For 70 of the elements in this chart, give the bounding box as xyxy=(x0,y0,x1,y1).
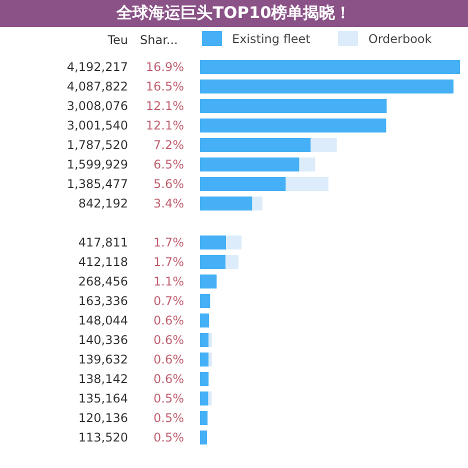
y-tick-label: 1,787,520 xyxy=(66,138,128,152)
y-tick-label: 140,336 xyxy=(78,333,128,348)
text: 0.6% xyxy=(154,314,184,328)
text: 0.6% xyxy=(154,372,184,386)
bar xyxy=(200,294,210,308)
bar xyxy=(208,352,212,366)
bar xyxy=(225,255,238,269)
bar xyxy=(200,118,386,132)
text: 0.7% xyxy=(154,294,184,308)
y-tick-label: 163,336 xyxy=(78,294,128,308)
y-tick-label: 417,811 xyxy=(78,236,128,250)
bar xyxy=(208,333,212,347)
bar xyxy=(200,392,208,406)
bar xyxy=(200,177,286,191)
text: 0.5% xyxy=(154,411,184,426)
text: Shar... xyxy=(140,33,178,47)
bar xyxy=(200,138,311,152)
text: 5.6% xyxy=(154,177,184,192)
bar xyxy=(200,333,209,347)
y-tick-label: 120,136 xyxy=(78,411,128,426)
bar xyxy=(200,430,208,444)
y-tick-label: 268,456 xyxy=(78,274,128,289)
text: 7.2% xyxy=(154,138,184,152)
y-tick-label: 3,008,076 xyxy=(66,99,128,114)
bar xyxy=(200,60,460,74)
y-tick-label: 412,118 xyxy=(78,255,128,270)
text: 0.5% xyxy=(154,392,184,406)
text: 12.1% xyxy=(146,118,184,133)
bar xyxy=(200,99,387,113)
y-tick-label: 1,385,477 xyxy=(66,177,128,192)
y-axis-title: Teu xyxy=(106,33,128,47)
text: 0.6% xyxy=(154,333,184,348)
y-tick-label: 4,192,217 xyxy=(66,60,128,74)
y-tick-label: 3,001,540 xyxy=(66,118,128,133)
text: 3.4% xyxy=(154,196,184,211)
legend-label: Orderbook xyxy=(368,32,432,46)
bar xyxy=(226,236,242,250)
text: 6.5% xyxy=(154,158,184,172)
text: 0.5% xyxy=(154,430,184,445)
text: 16.9% xyxy=(146,60,184,74)
chart-title: 全球海运巨头TOP10榜单揭晓！ xyxy=(0,0,468,27)
bar xyxy=(299,158,316,172)
text: 1.1% xyxy=(154,274,184,289)
bar xyxy=(286,177,328,191)
text: 1.7% xyxy=(154,255,184,270)
text: 1.7% xyxy=(154,236,184,250)
bar xyxy=(200,255,226,269)
y-tick-label: 139,632 xyxy=(78,352,128,367)
y-tick-label: 113,520 xyxy=(78,430,128,445)
bar xyxy=(200,411,208,425)
bar xyxy=(310,138,337,152)
y-tick-label: 1,599,929 xyxy=(66,158,128,172)
bar xyxy=(252,196,262,210)
bar xyxy=(200,196,252,210)
y-tick-label: 4,087,822 xyxy=(66,80,128,94)
bar xyxy=(200,236,226,250)
bar xyxy=(200,80,454,94)
y-tick-label: 842,192 xyxy=(78,196,128,211)
y-tick-label: 135,164 xyxy=(78,392,128,406)
bar xyxy=(200,158,300,172)
text: 16.5% xyxy=(146,80,184,94)
bar xyxy=(200,352,209,366)
text: 0.6% xyxy=(154,352,184,367)
y-tick-label: 138,142 xyxy=(78,372,128,386)
y-tick-label: 148,044 xyxy=(78,314,128,328)
bar xyxy=(200,274,217,288)
text: 12.1% xyxy=(146,99,184,114)
bar xyxy=(200,314,210,328)
bar xyxy=(200,372,209,386)
legend-label: Existing fleet xyxy=(232,32,310,46)
